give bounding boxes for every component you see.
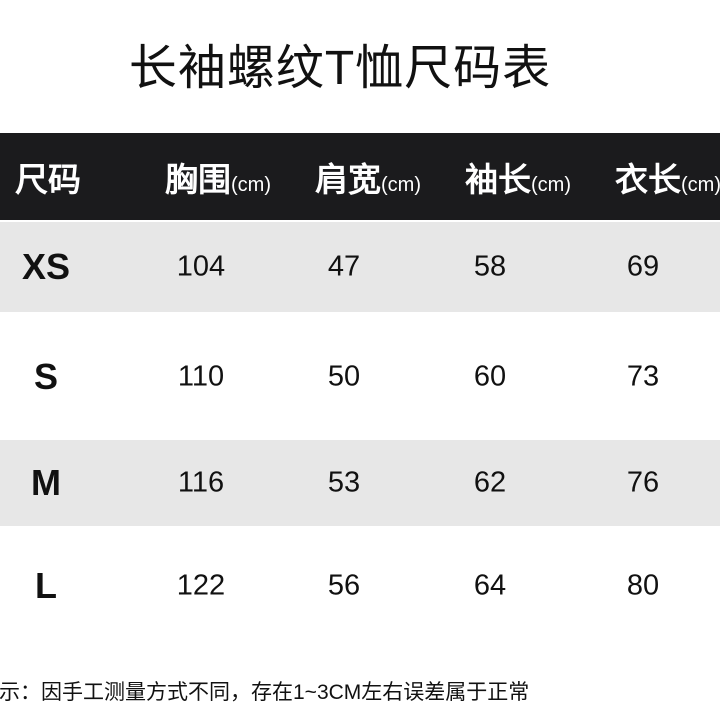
- length-cell: 80: [626, 569, 660, 602]
- size-cell: M: [31, 462, 61, 503]
- table-header: 尺码 胸围(cm) 肩宽(cm) 袖长(cm) 衣长(cm): [0, 133, 720, 220]
- header-unit: (cm): [231, 173, 271, 196]
- header-label: 肩宽: [315, 160, 382, 198]
- sleeve-cell: 60: [473, 360, 507, 393]
- header-shoulder: 肩宽(cm): [315, 153, 421, 201]
- chest-cell: 116: [177, 466, 225, 499]
- chest-cell: 122: [176, 569, 226, 602]
- sleeve-cell: 58: [473, 250, 507, 283]
- header-label: 袖长: [465, 160, 532, 198]
- length-cell: 73: [626, 360, 660, 393]
- chest-cell: 110: [177, 360, 225, 393]
- footnote: 提示：因手工测量方式不同，存在1~3CM左右误差属于正常: [0, 681, 530, 704]
- shoulder-cell: 56: [327, 569, 361, 602]
- shoulder-cell: 50: [327, 360, 361, 393]
- header-sleeve: 袖长(cm): [465, 153, 571, 201]
- length-cell: 69: [626, 250, 660, 283]
- header-unit: (cm): [531, 173, 571, 196]
- header-length: 衣长(cm): [615, 153, 720, 201]
- size-cell: L: [35, 565, 57, 606]
- shoulder-cell: 47: [327, 250, 361, 283]
- header-unit: (cm): [381, 173, 421, 196]
- table-row: L 122 56 64 80: [0, 526, 720, 646]
- sleeve-cell: 62: [473, 466, 507, 499]
- table-row: S 110 50 60 73: [0, 312, 720, 442]
- shoulder-cell: 53: [327, 466, 361, 499]
- header-label: 尺码: [15, 160, 81, 198]
- chest-cell: 104: [176, 250, 226, 283]
- page-title: 长袖螺纹T恤尺码表: [128, 42, 552, 95]
- header-size: 尺码: [15, 153, 81, 201]
- size-cell: XS: [21, 246, 71, 287]
- length-cell: 76: [626, 466, 660, 499]
- size-cell: S: [33, 356, 59, 397]
- header-label: 衣长: [615, 160, 682, 198]
- header-label: 胸围: [165, 160, 232, 198]
- header-unit: (cm): [681, 173, 720, 196]
- sleeve-cell: 64: [473, 569, 507, 602]
- table-row: M 116 53 62 76: [0, 440, 720, 526]
- header-chest: 胸围(cm): [165, 153, 271, 201]
- table-row: XS 104 47 58 69: [0, 222, 720, 312]
